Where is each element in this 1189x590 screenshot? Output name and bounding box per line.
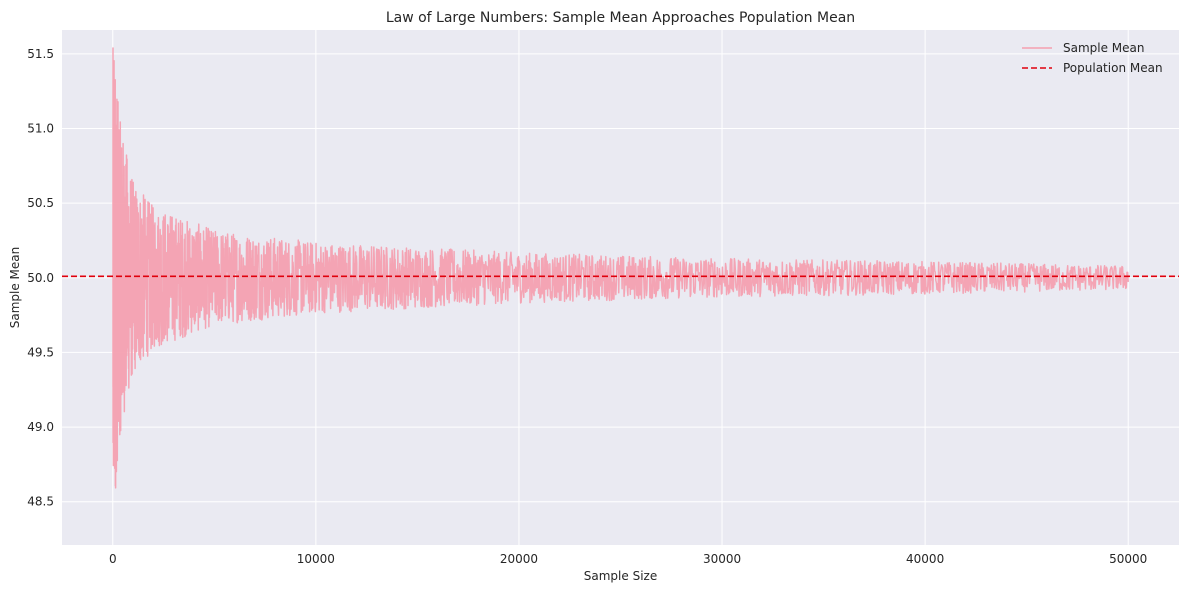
legend-label-population-mean: Population Mean: [1063, 61, 1163, 75]
legend-label-sample-mean: Sample Mean: [1063, 41, 1145, 55]
x-tick-label: 20000: [500, 552, 538, 566]
x-axis-label: Sample Size: [584, 569, 657, 583]
y-tick-label: 48.5: [27, 495, 54, 509]
x-tick-label: 30000: [703, 552, 741, 566]
plot-series-group: [62, 47, 1179, 489]
y-tick-label: 50.0: [27, 271, 54, 285]
x-axis-ticks: 0 10000 20000 30000 40000 50000: [109, 552, 1147, 566]
y-tick-label: 51.5: [27, 47, 54, 61]
y-axis-ticks: 48.5 49.0 49.5 50.0 50.5 51.0 51.5: [27, 47, 54, 509]
y-tick-label: 50.5: [27, 196, 54, 210]
sample-mean-line: [112, 47, 1129, 489]
chart-title: Law of Large Numbers: Sample Mean Approa…: [386, 10, 855, 26]
x-tick-label: 50000: [1109, 552, 1147, 566]
x-tick-label: 10000: [297, 552, 335, 566]
y-axis-label: Sample Mean: [8, 247, 22, 329]
y-tick-label: 49.0: [27, 420, 54, 434]
legend: Sample Mean Population Mean: [1022, 41, 1163, 75]
x-tick-label: 40000: [906, 552, 944, 566]
y-tick-label: 49.5: [27, 345, 54, 359]
grid-lines: [62, 30, 1179, 545]
y-tick-label: 51.0: [27, 122, 54, 136]
x-tick-label: 0: [109, 552, 117, 566]
